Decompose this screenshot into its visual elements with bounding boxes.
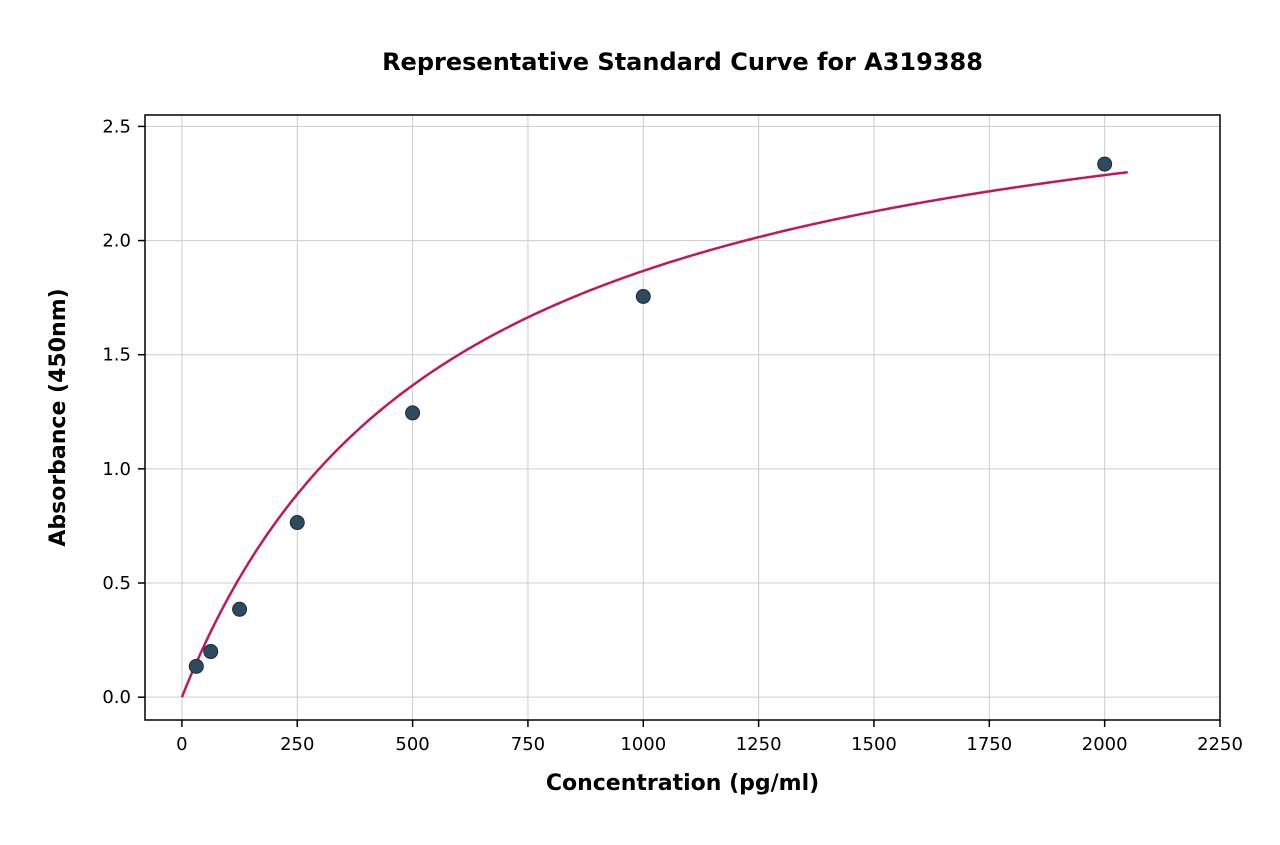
- data-point: [204, 645, 218, 659]
- x-tick-label: 2000: [1082, 734, 1128, 755]
- x-tick-label: 250: [280, 734, 314, 755]
- y-tick-label: 1.5: [102, 345, 131, 366]
- x-tick-label: 1750: [966, 734, 1012, 755]
- data-point: [189, 659, 203, 673]
- standard-curve-chart: 0 250 500 750 1000 1250 1500 1750 2000 2250 0.0 0.5…: [0, 0, 1280, 845]
- y-tick-label: 2.0: [102, 231, 131, 252]
- x-axis-label: Concentration (pg/ml): [546, 771, 819, 796]
- y-tick-label: 0.5: [102, 573, 131, 594]
- y-axis-label: Absorbance (450nm): [46, 288, 71, 546]
- data-point: [406, 406, 420, 420]
- y-tick-label: 1.0: [102, 459, 131, 480]
- x-tick-label: 0: [176, 734, 187, 755]
- chart-container: 0 250 500 750 1000 1250 1500 1750 2000 2250 0.0 0.5…: [0, 0, 1280, 845]
- plot-area: [145, 115, 1220, 720]
- y-tick-label: 0.0: [102, 687, 131, 708]
- x-tick-label: 500: [395, 734, 429, 755]
- data-point: [636, 290, 650, 304]
- x-tick-label: 1000: [620, 734, 666, 755]
- x-tick-label: 1500: [851, 734, 897, 755]
- data-point: [290, 516, 304, 530]
- y-tick-label: 2.5: [102, 116, 131, 137]
- data-point: [233, 602, 247, 616]
- x-tick-label: 750: [511, 734, 545, 755]
- x-tick-label: 2250: [1197, 734, 1243, 755]
- x-tick-label: 1250: [736, 734, 782, 755]
- data-point: [1098, 157, 1112, 171]
- chart-title: Representative Standard Curve for A31938…: [382, 48, 983, 76]
